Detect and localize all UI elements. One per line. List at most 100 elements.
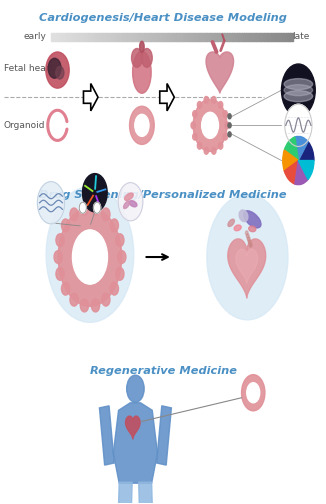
Circle shape (248, 240, 251, 244)
Circle shape (225, 122, 229, 129)
Ellipse shape (140, 41, 144, 52)
Circle shape (54, 250, 62, 264)
Polygon shape (119, 482, 132, 504)
Ellipse shape (239, 210, 248, 222)
Ellipse shape (129, 201, 137, 207)
Circle shape (94, 202, 101, 213)
Circle shape (223, 110, 228, 117)
Circle shape (223, 133, 228, 140)
Circle shape (80, 299, 89, 312)
Circle shape (191, 122, 195, 129)
Wedge shape (58, 208, 122, 306)
Circle shape (193, 133, 197, 140)
Circle shape (62, 282, 70, 295)
Ellipse shape (141, 48, 152, 68)
Circle shape (281, 64, 315, 116)
Circle shape (245, 231, 248, 235)
Wedge shape (298, 142, 314, 161)
Circle shape (91, 299, 100, 312)
Text: Regenerative Medicine: Regenerative Medicine (90, 366, 236, 376)
Ellipse shape (234, 225, 241, 231)
Circle shape (285, 104, 312, 147)
Circle shape (118, 250, 126, 264)
Wedge shape (284, 161, 298, 184)
Polygon shape (126, 416, 140, 439)
Circle shape (56, 67, 64, 79)
Circle shape (82, 173, 107, 212)
Circle shape (197, 101, 202, 108)
Circle shape (197, 142, 202, 149)
Wedge shape (284, 137, 298, 161)
Wedge shape (129, 106, 154, 145)
Wedge shape (298, 161, 314, 179)
Wedge shape (295, 137, 308, 161)
Polygon shape (83, 84, 98, 111)
Polygon shape (160, 84, 174, 111)
Ellipse shape (284, 85, 313, 96)
Ellipse shape (124, 201, 130, 209)
Circle shape (48, 58, 61, 78)
Circle shape (46, 52, 69, 88)
Circle shape (37, 181, 65, 224)
Circle shape (80, 202, 89, 215)
Circle shape (212, 96, 216, 103)
Circle shape (246, 234, 249, 238)
Circle shape (247, 237, 250, 241)
Ellipse shape (132, 48, 142, 68)
Circle shape (56, 268, 64, 280)
Circle shape (102, 208, 110, 221)
Circle shape (116, 234, 124, 246)
Text: early: early (23, 32, 46, 41)
Circle shape (228, 114, 231, 119)
Circle shape (247, 383, 260, 403)
Circle shape (228, 132, 231, 137)
Circle shape (102, 293, 110, 306)
Ellipse shape (284, 79, 313, 90)
Circle shape (126, 375, 144, 402)
Polygon shape (206, 52, 234, 93)
Wedge shape (193, 99, 227, 152)
Circle shape (110, 219, 118, 232)
Circle shape (118, 182, 143, 221)
Polygon shape (139, 482, 152, 504)
Circle shape (62, 219, 70, 232)
Polygon shape (228, 239, 266, 298)
Circle shape (228, 123, 231, 128)
Ellipse shape (125, 193, 133, 201)
Ellipse shape (228, 219, 234, 226)
Circle shape (56, 234, 64, 246)
Ellipse shape (133, 51, 151, 93)
Circle shape (91, 202, 100, 215)
Wedge shape (283, 150, 298, 171)
Circle shape (218, 142, 223, 149)
Ellipse shape (284, 91, 313, 102)
Circle shape (72, 230, 108, 284)
Circle shape (110, 282, 118, 295)
Text: Organoid: Organoid (4, 121, 45, 130)
Text: late: late (292, 32, 309, 41)
Circle shape (193, 110, 197, 117)
Polygon shape (99, 406, 114, 465)
Circle shape (204, 148, 209, 154)
Polygon shape (113, 403, 157, 483)
Circle shape (201, 112, 218, 139)
Ellipse shape (249, 226, 256, 232)
Wedge shape (242, 374, 265, 411)
Polygon shape (236, 249, 258, 283)
Text: Fetal heart: Fetal heart (4, 64, 53, 73)
Circle shape (204, 96, 209, 103)
Circle shape (207, 194, 288, 320)
Circle shape (79, 202, 86, 213)
Wedge shape (295, 161, 308, 184)
Ellipse shape (244, 211, 261, 228)
Circle shape (70, 208, 78, 221)
Circle shape (70, 293, 78, 306)
Circle shape (135, 114, 149, 137)
Circle shape (46, 186, 134, 323)
Text: Drug Screening/Personalized Medicine: Drug Screening/Personalized Medicine (39, 190, 287, 200)
Circle shape (212, 148, 216, 154)
Circle shape (116, 268, 124, 280)
Polygon shape (156, 406, 171, 465)
Circle shape (249, 243, 252, 247)
Text: Cardiogenesis/Heart Disease Modeling: Cardiogenesis/Heart Disease Modeling (39, 13, 287, 23)
